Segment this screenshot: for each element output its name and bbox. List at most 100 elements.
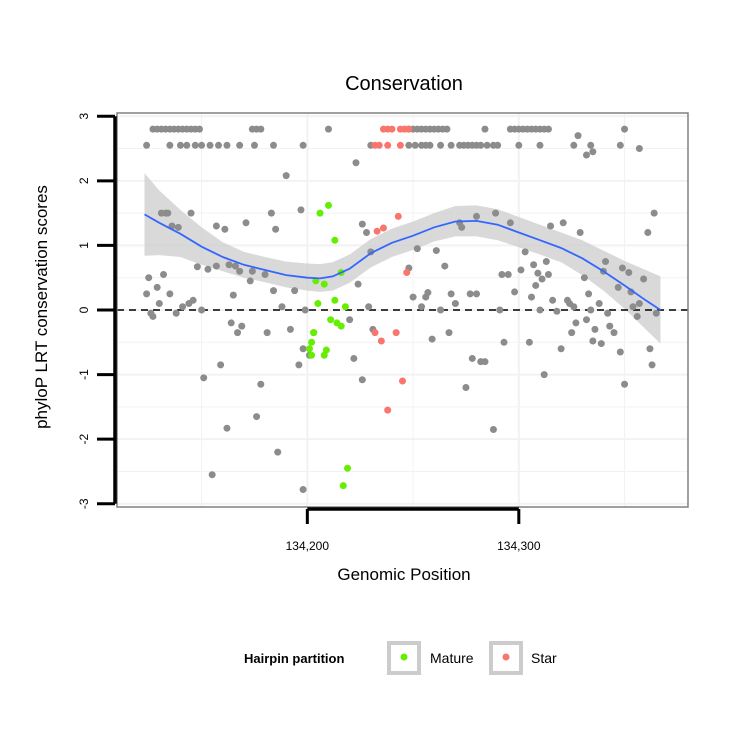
data-point-other (511, 288, 519, 296)
data-point-other (570, 303, 578, 311)
data-point-other (324, 125, 332, 133)
data-point-other (166, 290, 174, 298)
data-point-other (621, 125, 629, 133)
data-point-star (405, 125, 413, 133)
legend-item-star: Star (489, 641, 557, 675)
data-point-other (481, 358, 489, 366)
data-point-star (403, 269, 411, 277)
data-point-other (614, 283, 622, 291)
data-point-other (528, 293, 536, 301)
data-point-other (580, 274, 588, 282)
data-point-other (193, 263, 201, 271)
data-point-other (572, 319, 580, 327)
data-point-other (299, 486, 307, 494)
data-point-other (498, 270, 506, 278)
data-point-star (384, 406, 392, 414)
y-axis: -3 -2 -1 0 1 2 3 (77, 113, 117, 509)
other-points (143, 125, 660, 494)
data-point-other (582, 151, 590, 159)
data-point-other (473, 290, 481, 298)
data-point-other (212, 222, 220, 230)
x-tick-label: 134,300 (497, 539, 541, 553)
data-point-other (542, 258, 550, 266)
data-point-other (644, 228, 652, 236)
data-point-other (153, 283, 161, 291)
data-point-other (616, 348, 624, 356)
data-point-other (191, 141, 199, 149)
data-point-other (616, 141, 624, 149)
data-point-other (591, 325, 599, 333)
data-point-other (215, 141, 223, 149)
data-point-other (363, 228, 371, 236)
data-point-other (263, 329, 271, 337)
legend-dot-star (502, 653, 510, 661)
data-point-other (346, 316, 354, 324)
legend-item-mature: Mature (387, 641, 474, 675)
y-tick-label: 2 (77, 177, 91, 184)
data-point-other (358, 220, 366, 228)
data-point-other (587, 306, 595, 314)
data-point-other (198, 306, 206, 314)
data-point-other (291, 287, 299, 295)
data-point-other (473, 212, 481, 220)
data-point-other (544, 270, 552, 278)
data-point-mature (344, 464, 352, 472)
data-point-other (500, 338, 508, 346)
data-point-other (602, 258, 610, 266)
confidence-band (144, 173, 661, 344)
data-point-other (652, 309, 660, 317)
data-point-other (532, 281, 540, 289)
legend-dot-mature (400, 653, 408, 661)
data-point-other (629, 303, 637, 311)
data-point-mature (331, 296, 339, 304)
data-point-other (517, 266, 525, 274)
data-point-other (437, 306, 445, 314)
data-point-other (589, 148, 597, 156)
data-point-other (227, 319, 235, 327)
data-point-other (604, 309, 612, 317)
hairpin-points (305, 125, 413, 490)
data-point-other (358, 376, 366, 384)
data-point-other (179, 303, 187, 311)
data-point-other (223, 424, 231, 432)
data-point-other (625, 269, 633, 277)
data-point-other (174, 223, 182, 231)
data-point-other (187, 209, 195, 217)
data-point-mature (324, 201, 332, 209)
data-point-other (350, 354, 358, 362)
data-point-other (521, 248, 529, 256)
data-point-mature (339, 482, 347, 490)
data-point-other (597, 340, 605, 348)
data-point-other (553, 307, 561, 315)
data-point-other (206, 141, 214, 149)
data-point-star (375, 141, 383, 149)
y-tick-label: -3 (77, 498, 91, 509)
data-point-other (269, 287, 277, 295)
data-point-other (504, 270, 512, 278)
data-point-other (536, 141, 544, 149)
smooth-line-path (144, 213, 661, 311)
data-point-other (365, 303, 373, 311)
data-point-other (418, 303, 426, 311)
data-point-other (204, 265, 212, 273)
data-point-other (269, 141, 277, 149)
data-point-other (458, 223, 466, 231)
data-point-other (525, 338, 533, 346)
data-point-other (492, 209, 500, 217)
data-point-other (466, 290, 474, 298)
data-point-other (587, 141, 595, 149)
data-point-other (242, 219, 250, 227)
data-point-other (231, 262, 239, 270)
data-point-other (646, 345, 654, 353)
data-point-other (195, 125, 203, 133)
data-point-other (640, 275, 648, 283)
y-tick-label: -2 (77, 434, 91, 445)
y-tick-label: 0 (77, 306, 91, 313)
data-point-star (392, 329, 400, 337)
data-point-other (236, 267, 244, 275)
confidence-band-area (144, 173, 661, 344)
data-point-mature (308, 338, 316, 346)
data-point-other (610, 329, 618, 337)
plot-panel-border (116, 112, 689, 508)
data-point-other (549, 296, 557, 304)
